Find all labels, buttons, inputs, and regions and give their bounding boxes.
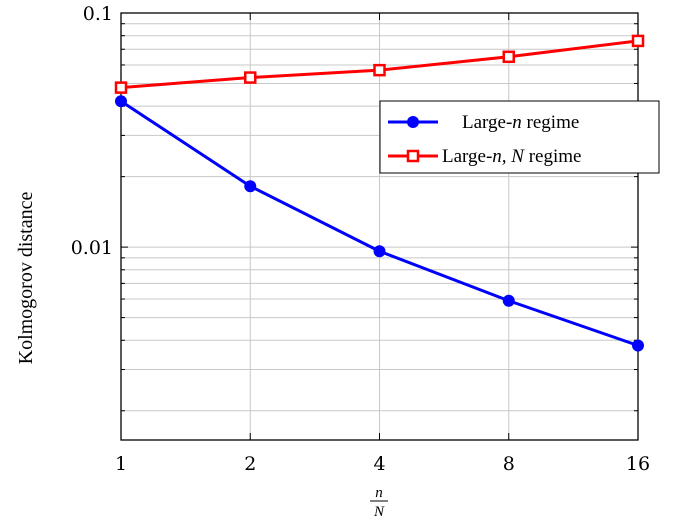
legend: Large-n regime Large-n, N regime bbox=[379, 100, 660, 174]
data-point bbox=[502, 294, 515, 307]
legend-marker-circle bbox=[407, 116, 419, 128]
y-tick-label: 0.1 bbox=[83, 3, 113, 25]
data-point bbox=[244, 180, 257, 193]
legend-label-prefix: Large- bbox=[462, 112, 512, 133]
legend-label-var: n, N bbox=[492, 146, 525, 167]
legend-label-prefix: Large- bbox=[442, 146, 492, 167]
series-layer bbox=[114, 34, 645, 352]
x-tick-label: 1 bbox=[115, 453, 127, 475]
data-point bbox=[114, 81, 128, 94]
legend-label-suffix: regime bbox=[524, 146, 582, 167]
legend-label-large-n: Large-n regime bbox=[462, 112, 579, 133]
x-axis-label-denominator: N bbox=[373, 504, 385, 520]
data-point bbox=[502, 50, 515, 64]
data-point bbox=[631, 34, 645, 48]
x-axis-label-numerator: n bbox=[375, 485, 383, 501]
legend-label-var: n bbox=[512, 112, 522, 133]
legend-entry-large-n: Large-n regime bbox=[388, 112, 579, 133]
legend-label-suffix: regime bbox=[522, 112, 580, 133]
series-0 bbox=[115, 95, 644, 352]
legend-box bbox=[379, 100, 660, 174]
x-tick-label: 2 bbox=[244, 453, 256, 475]
legend-entry-large-n-N: Large-n, N regime bbox=[388, 146, 582, 167]
y-axis-label: Kolmogorov distance bbox=[15, 192, 37, 365]
x-tick-labels: 1 2 4 8 16 bbox=[115, 453, 650, 475]
legend-label-large-n-N: Large-n, N regime bbox=[442, 146, 582, 167]
y-tick-label: 0.01 bbox=[71, 237, 113, 259]
x-tick-label: 16 bbox=[626, 453, 650, 475]
y-tick-labels: 0.01 0.1 bbox=[71, 3, 113, 259]
data-point bbox=[244, 71, 257, 84]
data-point bbox=[373, 63, 386, 77]
grid-lines bbox=[120, 13, 639, 440]
data-point bbox=[632, 339, 644, 352]
x-tick-label: 4 bbox=[373, 453, 385, 475]
x-axis-label: n N bbox=[370, 485, 388, 520]
data-point bbox=[115, 95, 127, 108]
series-1 bbox=[114, 34, 645, 94]
legend-marker-square bbox=[406, 149, 420, 163]
x-tick-label: 8 bbox=[503, 453, 515, 475]
data-point bbox=[373, 245, 386, 258]
